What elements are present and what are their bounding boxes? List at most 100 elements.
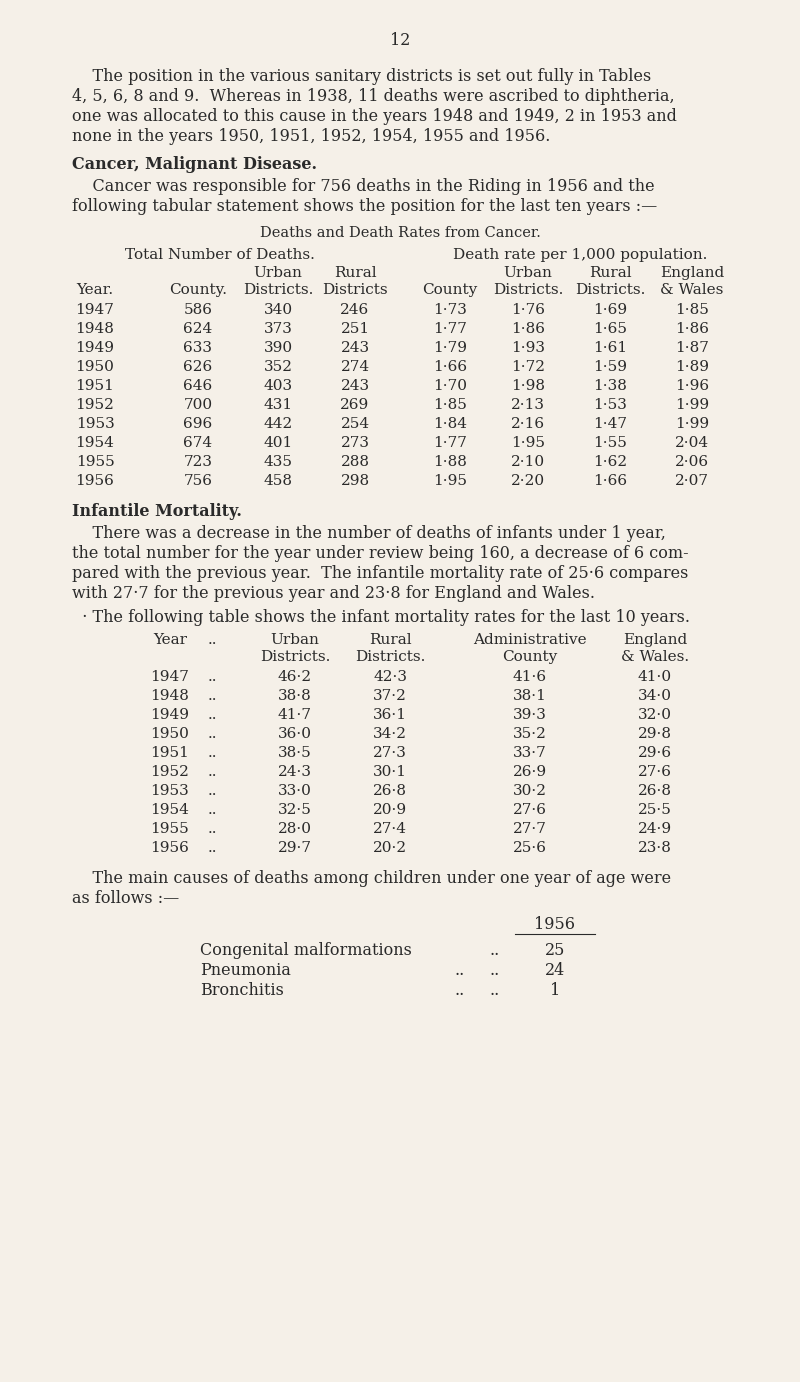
Text: 1·88: 1·88 — [433, 455, 467, 468]
Text: · The following table shows the infant mortality rates for the last 10 years.: · The following table shows the infant m… — [72, 609, 690, 626]
Text: 27·4: 27·4 — [373, 822, 407, 836]
Text: 2·13: 2·13 — [511, 398, 545, 412]
Text: 28·0: 28·0 — [278, 822, 312, 836]
Text: 1949: 1949 — [75, 341, 114, 355]
Text: Rural: Rural — [589, 265, 631, 281]
Text: 674: 674 — [183, 435, 213, 451]
Text: 37·2: 37·2 — [373, 690, 407, 703]
Text: 1947: 1947 — [75, 303, 114, 316]
Text: 458: 458 — [263, 474, 293, 488]
Text: 435: 435 — [263, 455, 293, 468]
Text: 1950: 1950 — [150, 727, 190, 741]
Text: 442: 442 — [263, 417, 293, 431]
Text: 2·10: 2·10 — [511, 455, 545, 468]
Text: 431: 431 — [263, 398, 293, 412]
Text: The main causes of deaths among children under one year of age were: The main causes of deaths among children… — [72, 871, 671, 887]
Text: 254: 254 — [341, 417, 370, 431]
Text: 340: 340 — [263, 303, 293, 316]
Text: 251: 251 — [341, 322, 370, 336]
Text: 29·6: 29·6 — [638, 746, 672, 760]
Text: 243: 243 — [341, 341, 370, 355]
Text: 26·8: 26·8 — [373, 784, 407, 797]
Text: 1·65: 1·65 — [593, 322, 627, 336]
Text: 1·77: 1·77 — [433, 435, 467, 451]
Text: Districts.: Districts. — [355, 650, 425, 663]
Text: 32·0: 32·0 — [638, 708, 672, 721]
Text: as follows :—: as follows :— — [72, 890, 179, 907]
Text: 24: 24 — [545, 962, 565, 978]
Text: 1·95: 1·95 — [433, 474, 467, 488]
Text: 1·84: 1·84 — [433, 417, 467, 431]
Text: Districts.: Districts. — [493, 283, 563, 297]
Text: There was a decrease in the number of deaths of infants under 1 year,: There was a decrease in the number of de… — [72, 525, 666, 542]
Text: Total Number of Deaths.: Total Number of Deaths. — [125, 247, 315, 263]
Text: 2·06: 2·06 — [675, 455, 709, 468]
Text: 1951: 1951 — [150, 746, 190, 760]
Text: 696: 696 — [183, 417, 213, 431]
Text: 1·99: 1·99 — [675, 398, 709, 412]
Text: 1954: 1954 — [75, 435, 114, 451]
Text: 1·55: 1·55 — [593, 435, 627, 451]
Text: 42·3: 42·3 — [373, 670, 407, 684]
Text: 23·8: 23·8 — [638, 842, 672, 855]
Text: 36·1: 36·1 — [373, 708, 407, 721]
Text: Bronchitis: Bronchitis — [200, 983, 284, 999]
Text: 33·0: 33·0 — [278, 784, 312, 797]
Text: 4, 5, 6, 8 and 9.  Whereas in 1938, 11 deaths were ascribed to diphtheria,: 4, 5, 6, 8 and 9. Whereas in 1938, 11 de… — [72, 88, 674, 105]
Text: Districts.: Districts. — [260, 650, 330, 663]
Text: 32·5: 32·5 — [278, 803, 312, 817]
Text: 1953: 1953 — [76, 417, 114, 431]
Text: 1·69: 1·69 — [593, 303, 627, 316]
Text: 756: 756 — [183, 474, 213, 488]
Text: Districts.: Districts. — [575, 283, 645, 297]
Text: 2·20: 2·20 — [511, 474, 545, 488]
Text: 723: 723 — [183, 455, 213, 468]
Text: 586: 586 — [183, 303, 213, 316]
Text: ..: .. — [207, 822, 217, 836]
Text: 646: 646 — [183, 379, 213, 392]
Text: Deaths and Death Rates from Cancer.: Deaths and Death Rates from Cancer. — [259, 227, 541, 240]
Text: 46·2: 46·2 — [278, 670, 312, 684]
Text: 1·53: 1·53 — [593, 398, 627, 412]
Text: 2·04: 2·04 — [675, 435, 709, 451]
Text: 403: 403 — [263, 379, 293, 392]
Text: 269: 269 — [340, 398, 370, 412]
Text: 1956: 1956 — [75, 474, 114, 488]
Text: The position in the various sanitary districts is set out fully in Tables: The position in the various sanitary dis… — [72, 68, 651, 86]
Text: 1·59: 1·59 — [593, 359, 627, 375]
Text: 1·77: 1·77 — [433, 322, 467, 336]
Text: 1·98: 1·98 — [511, 379, 545, 392]
Text: Infantile Mortality.: Infantile Mortality. — [72, 503, 242, 520]
Text: 38·5: 38·5 — [278, 746, 312, 760]
Text: 26·8: 26·8 — [638, 784, 672, 797]
Text: 27·7: 27·7 — [513, 822, 547, 836]
Text: ..: .. — [207, 842, 217, 855]
Text: 41·0: 41·0 — [638, 670, 672, 684]
Text: 1·99: 1·99 — [675, 417, 709, 431]
Text: 1952: 1952 — [75, 398, 114, 412]
Text: Year.: Year. — [77, 283, 114, 297]
Text: 2·16: 2·16 — [511, 417, 545, 431]
Text: 41·6: 41·6 — [513, 670, 547, 684]
Text: 27·3: 27·3 — [373, 746, 407, 760]
Text: 1952: 1952 — [150, 766, 190, 779]
Text: ..: .. — [207, 803, 217, 817]
Text: 1953: 1953 — [150, 784, 190, 797]
Text: 29·7: 29·7 — [278, 842, 312, 855]
Text: 1948: 1948 — [75, 322, 114, 336]
Text: ..: .. — [490, 983, 500, 999]
Text: 274: 274 — [341, 359, 370, 375]
Text: 1·79: 1·79 — [433, 341, 467, 355]
Text: 27·6: 27·6 — [638, 766, 672, 779]
Text: & Wales: & Wales — [660, 283, 724, 297]
Text: ..: .. — [490, 943, 500, 959]
Text: 34·0: 34·0 — [638, 690, 672, 703]
Text: none in the years 1950, 1951, 1952, 1954, 1955 and 1956.: none in the years 1950, 1951, 1952, 1954… — [72, 129, 550, 145]
Text: ..: .. — [207, 746, 217, 760]
Text: 30·1: 30·1 — [373, 766, 407, 779]
Text: ..: .. — [207, 670, 217, 684]
Text: Administrative: Administrative — [473, 633, 587, 647]
Text: ..: .. — [207, 766, 217, 779]
Text: 1950: 1950 — [75, 359, 114, 375]
Text: 1947: 1947 — [150, 670, 190, 684]
